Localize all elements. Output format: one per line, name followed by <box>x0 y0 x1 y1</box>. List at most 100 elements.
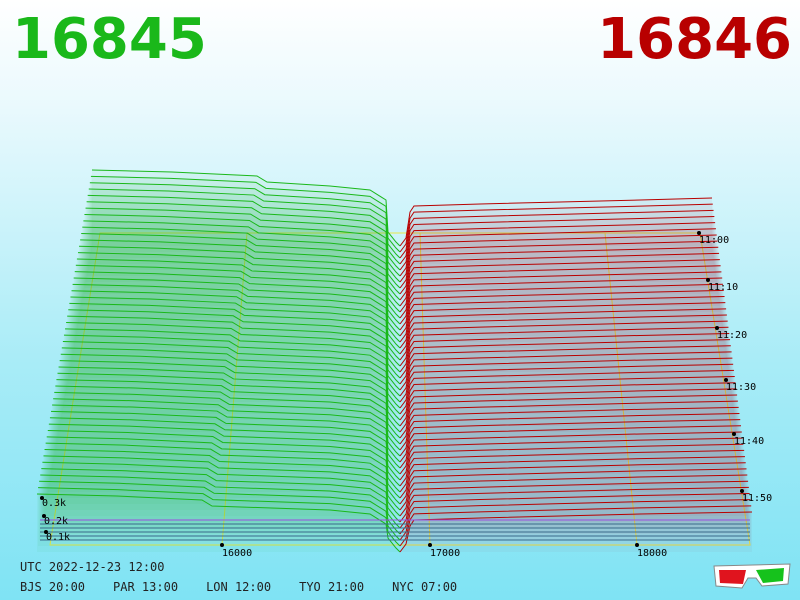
bid-area <box>72 284 401 354</box>
ask-depth-line <box>399 412 740 457</box>
bid-depth-line <box>62 341 401 409</box>
ask-depth-line <box>399 271 722 319</box>
ask-depth-line <box>399 437 743 481</box>
bid-depth-line <box>57 372 401 439</box>
ask-depth-line <box>399 388 737 433</box>
ask-price: 16846 <box>597 7 792 72</box>
time-tick-marker <box>740 489 744 493</box>
bid-area <box>37 494 400 552</box>
ask-depth-line <box>399 456 745 499</box>
bid-depth-line <box>49 417 401 481</box>
timezone-row: BJS 20:00 PAR 13:00 LON 12:00 TYO 21:00 … <box>20 580 457 594</box>
bid-area <box>67 316 400 384</box>
ask-area <box>400 456 745 498</box>
bid-depth-line <box>77 252 401 325</box>
z-tick-label: 0.3k <box>42 498 66 509</box>
floor-grid-line <box>221 232 248 546</box>
bid-depth-line <box>44 449 401 511</box>
x-tick-marker <box>220 543 224 547</box>
bid-depth-line <box>67 315 401 385</box>
chart-floor <box>49 232 751 546</box>
ask-depth-line <box>399 308 727 355</box>
ask-depth-line <box>399 252 720 301</box>
ask-area <box>400 431 742 474</box>
ask-depth-line <box>399 283 723 331</box>
ask-area <box>400 425 742 468</box>
ask-area <box>400 253 720 300</box>
bid-area <box>82 227 400 300</box>
ask-depth-line <box>399 425 742 469</box>
ask-area <box>400 413 740 456</box>
bid-depth-line <box>41 468 401 529</box>
bid-depth-line <box>65 328 401 397</box>
bid-depth-line <box>52 404 401 469</box>
bid-depth-line <box>38 487 401 547</box>
ask-depth-line <box>399 505 752 547</box>
bid-depth-line <box>72 283 401 355</box>
ask-depth-line <box>399 203 713 253</box>
bid-area <box>61 347 400 414</box>
ask-depth-line <box>399 431 742 475</box>
ask-depth-line <box>399 369 734 415</box>
bid-depth-line <box>45 442 401 505</box>
bid-depth-line <box>75 264 401 337</box>
z-tick-label: 0.1k <box>46 532 70 543</box>
x-tick-marker <box>635 543 639 547</box>
ask-depth-line <box>399 474 748 517</box>
z-axis-ticks: 0.1k 0.2k 0.3k <box>40 496 70 543</box>
ask-depth-line <box>399 449 745 493</box>
bid-depth-line <box>71 290 401 361</box>
ask-depth-line <box>399 382 736 427</box>
ask-depth-line <box>399 234 717 283</box>
bid-area <box>62 341 400 408</box>
bid-depth-line <box>53 398 401 463</box>
zone-lon: LON 12:00 <box>206 580 272 594</box>
ask-depth-line <box>399 480 749 523</box>
bid-area <box>40 474 401 534</box>
time-tick-marker <box>724 378 728 382</box>
time-tick-marker <box>697 231 701 235</box>
time-tick-label: 11:40 <box>734 436 764 447</box>
ask-depth-line <box>399 443 744 487</box>
ask-depth-line <box>399 499 751 541</box>
bid-depth-line <box>68 309 401 379</box>
bid-area <box>70 297 401 366</box>
bid-area <box>81 233 400 306</box>
bid-depth-line <box>63 334 401 403</box>
bid-depth-line <box>43 455 401 517</box>
ask-area <box>400 278 723 324</box>
floor-grid-line <box>419 232 431 546</box>
floor-grid-line <box>604 232 638 546</box>
ask-depth-line <box>399 240 718 289</box>
3d-glasses-icon[interactable] <box>712 560 792 594</box>
bid-depth-line <box>90 175 401 253</box>
ask-depth-line <box>399 320 728 367</box>
bid-depth-line <box>51 410 401 475</box>
bid-area <box>74 271 401 342</box>
time-axis-ticks: 11:00 11:10 11:20 11:30 11:40 11:50 <box>697 231 772 504</box>
bid-depth-line <box>87 194 401 271</box>
ask-depth-line <box>399 277 723 325</box>
bid-area <box>65 328 400 396</box>
bid-depth-line <box>61 347 401 415</box>
ask-area <box>400 259 720 306</box>
bid-depth-line <box>56 379 401 445</box>
ask-depth-line <box>399 296 725 343</box>
ask-area <box>400 265 721 312</box>
bid-area <box>66 322 400 390</box>
bid-depth-line <box>81 233 401 307</box>
bid-depth-line <box>79 245 401 319</box>
time-tick-marker <box>706 278 710 282</box>
z-tick-marker <box>40 496 44 500</box>
ask-depth-line <box>399 289 724 337</box>
bid-depth-line <box>86 201 401 277</box>
ask-area <box>400 271 722 318</box>
ask-depth-line <box>399 326 729 373</box>
ask-depth-line <box>399 215 715 265</box>
ask-depth-line <box>399 209 714 259</box>
time-tick-label: 11:20 <box>717 330 747 341</box>
ask-depth-line <box>399 406 739 451</box>
ask-depth-line <box>399 246 719 295</box>
x-tick-marker <box>428 543 432 547</box>
ask-area <box>400 419 741 462</box>
